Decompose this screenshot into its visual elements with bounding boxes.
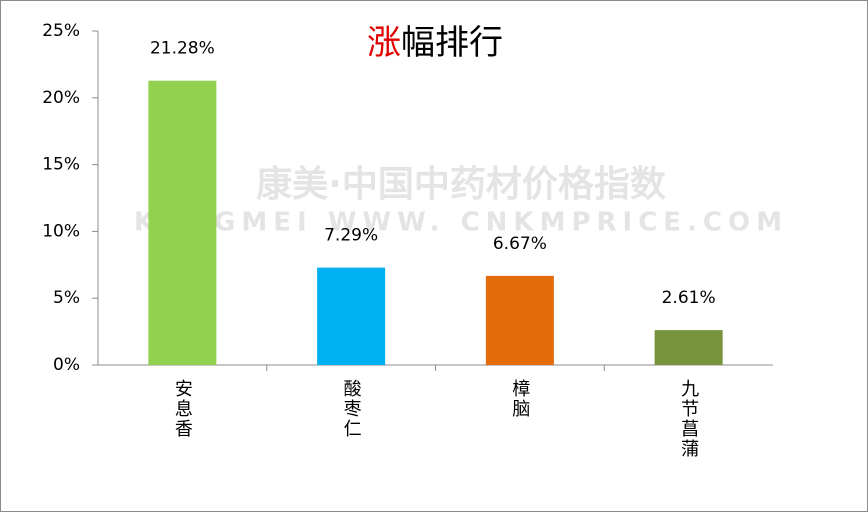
watermark: 康美·中国中药材价格指数 <box>256 163 666 205</box>
y-tick-label: 20% <box>42 88 80 108</box>
value-label: 7.29% <box>324 226 378 246</box>
watermark: KANGMEI WWW. CNKMPRICE.COM <box>134 208 788 238</box>
x-tick-label: 酸枣仁 <box>341 379 362 439</box>
y-tick-label: 5% <box>53 288 80 308</box>
value-label: 2.61% <box>662 288 716 308</box>
value-label: 6.67% <box>493 234 547 254</box>
y-tick-label: 0% <box>53 355 80 375</box>
y-tick-label: 15% <box>42 155 80 175</box>
x-tick-label: 安息香 <box>172 379 193 439</box>
value-label: 21.28% <box>150 39 215 59</box>
bar <box>148 80 217 365</box>
y-tick-label: 25% <box>42 21 80 41</box>
bar <box>485 275 554 365</box>
chart-title: 涨幅排行 <box>367 23 503 63</box>
y-tick-label: 10% <box>42 221 80 241</box>
bar <box>654 330 723 365</box>
bar <box>317 267 386 365</box>
x-tick-label: 九节菖蒲 <box>678 379 699 459</box>
x-tick-label: 樟脑 <box>509 379 530 419</box>
